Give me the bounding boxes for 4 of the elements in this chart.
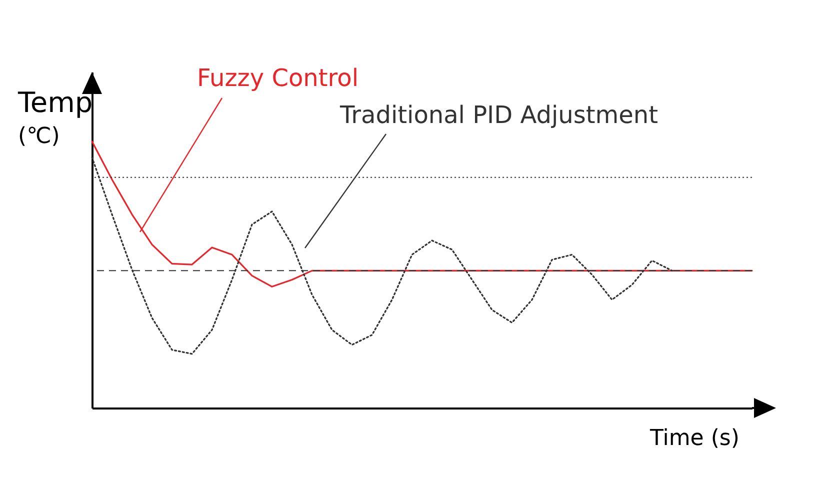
y-axis-title: Temp (℃) bbox=[18, 86, 93, 151]
x-axis-title: Time (s) bbox=[650, 426, 740, 451]
text: Fuzzy Control bbox=[197, 64, 358, 92]
text: Traditional PID Adjustment bbox=[340, 101, 658, 129]
